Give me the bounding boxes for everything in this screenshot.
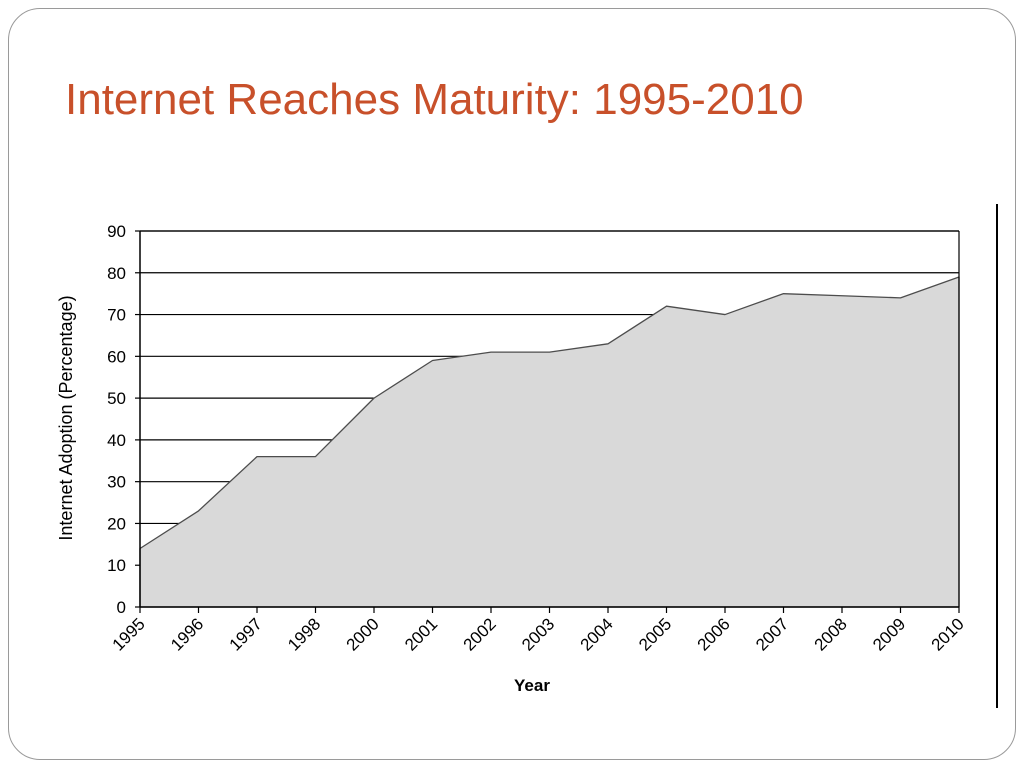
x-tick-label-2005: 2005 [635, 614, 675, 654]
x-tick-label-2002: 2002 [460, 614, 500, 654]
x-tick-label-2006: 2006 [694, 614, 734, 654]
series-area [139, 276, 960, 608]
plot-frame [135, 230, 960, 613]
y-tick-label-40: 40 [107, 431, 126, 450]
x-tick-label-1995: 1995 [109, 614, 149, 654]
x-axis-label: Year [514, 676, 550, 695]
y-tick-labels: 0 10 20 30 40 50 60 70 80 90 [107, 222, 126, 617]
y-axis-label: Internet Adoption (Percentage) [56, 295, 76, 540]
x-tick-label-1998: 1998 [284, 614, 324, 654]
y-tick-label-50: 50 [107, 389, 126, 408]
y-tick-label-10: 10 [107, 556, 126, 575]
x-tick-labels: 1995 1996 1997 1998 2000 2001 2002 2003 2004 2005… [109, 614, 968, 654]
y-tick-label-60: 60 [107, 347, 126, 366]
x-tick-label-2004: 2004 [577, 614, 617, 654]
y-tick-label-80: 80 [107, 264, 126, 283]
x-tick-label-2008: 2008 [811, 614, 851, 654]
x-tick-label-2003: 2003 [518, 614, 558, 654]
y-tick-label-90: 90 [107, 222, 126, 241]
x-tick-label-2007: 2007 [752, 614, 792, 654]
x-tick-label-2009: 2009 [869, 614, 909, 654]
y-tick-label-70: 70 [107, 306, 126, 325]
y-tick-label-20: 20 [107, 514, 126, 533]
y-tick-label-30: 30 [107, 473, 126, 492]
slide-title: Internet Reaches Maturity: 1995-2010 [65, 75, 804, 124]
x-tick-label-2000: 2000 [343, 614, 383, 654]
y-tick-label-0: 0 [117, 598, 126, 617]
x-tick-label-2010: 2010 [928, 614, 968, 654]
x-tick-label-2001: 2001 [401, 614, 441, 654]
x-tick-label-1997: 1997 [226, 614, 266, 654]
vertical-divider-line [996, 204, 998, 708]
x-tick-label-1996: 1996 [167, 614, 207, 654]
